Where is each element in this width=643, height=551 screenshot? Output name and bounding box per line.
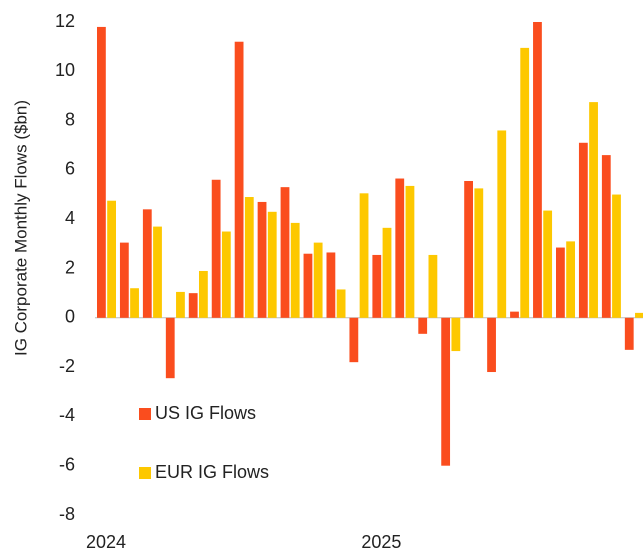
bar: [497, 130, 507, 318]
bar: [349, 317, 359, 363]
y-tick-label: 6: [65, 159, 75, 179]
bar: [97, 26, 106, 318]
bar: [257, 201, 267, 318]
bar: [280, 187, 290, 318]
bar: [520, 47, 530, 318]
y-tick-label: -8: [59, 504, 75, 524]
y-tick-label: 8: [65, 109, 75, 129]
x-tick-label: 2025: [361, 532, 401, 551]
legend-swatch: [139, 408, 151, 420]
bar: [382, 227, 392, 318]
bar: [474, 188, 484, 318]
bar: [153, 226, 162, 318]
y-axis-label: IG Corporate Monthly Flows ($bn): [11, 100, 30, 356]
bar: [119, 242, 129, 318]
bar: [221, 231, 231, 318]
bar: [487, 317, 496, 373]
bar: [566, 241, 575, 318]
bar: [142, 209, 152, 318]
y-tick-label: 4: [65, 208, 75, 228]
bar: [290, 222, 300, 318]
bar: [211, 179, 221, 318]
bar: [556, 247, 565, 318]
bar: [533, 22, 542, 318]
bar: [267, 211, 277, 318]
y-tick-label: 0: [65, 307, 75, 327]
bar: [326, 252, 336, 318]
bar: [395, 178, 405, 318]
bar: [601, 155, 611, 318]
y-tick-label: 2: [65, 257, 75, 277]
bar: [578, 142, 588, 318]
bar: [188, 293, 198, 318]
bar: [130, 288, 139, 318]
bar: [313, 242, 323, 318]
bar: [510, 311, 519, 318]
y-tick-label: -4: [59, 405, 75, 425]
bar: [451, 317, 461, 352]
bar: [244, 197, 254, 318]
y-tick-label: -6: [59, 454, 75, 474]
y-tick-label: 12: [55, 11, 75, 31]
bar: [589, 102, 598, 318]
bar: [464, 180, 473, 318]
bar: [428, 254, 438, 318]
bar: [543, 210, 553, 318]
y-tick-label: 10: [55, 60, 75, 80]
legend-label: EUR IG Flows: [155, 462, 269, 482]
bar: [372, 254, 382, 318]
bar: [624, 317, 634, 350]
legend-swatch: [139, 467, 151, 479]
bar: [405, 185, 415, 318]
bar: [234, 41, 244, 318]
y-tick-label: -2: [59, 356, 75, 376]
x-tick-label: 2024: [86, 532, 126, 551]
bar: [635, 312, 643, 318]
legend-label: US IG Flows: [155, 403, 256, 423]
bar: [359, 193, 369, 318]
bar: [303, 253, 313, 318]
bar: [165, 317, 175, 379]
bar: [176, 291, 185, 318]
bar: [612, 194, 621, 318]
bar: [441, 317, 451, 466]
bar: [336, 289, 346, 318]
bar: [418, 317, 428, 334]
bar: [107, 200, 116, 318]
bar: [199, 270, 208, 318]
